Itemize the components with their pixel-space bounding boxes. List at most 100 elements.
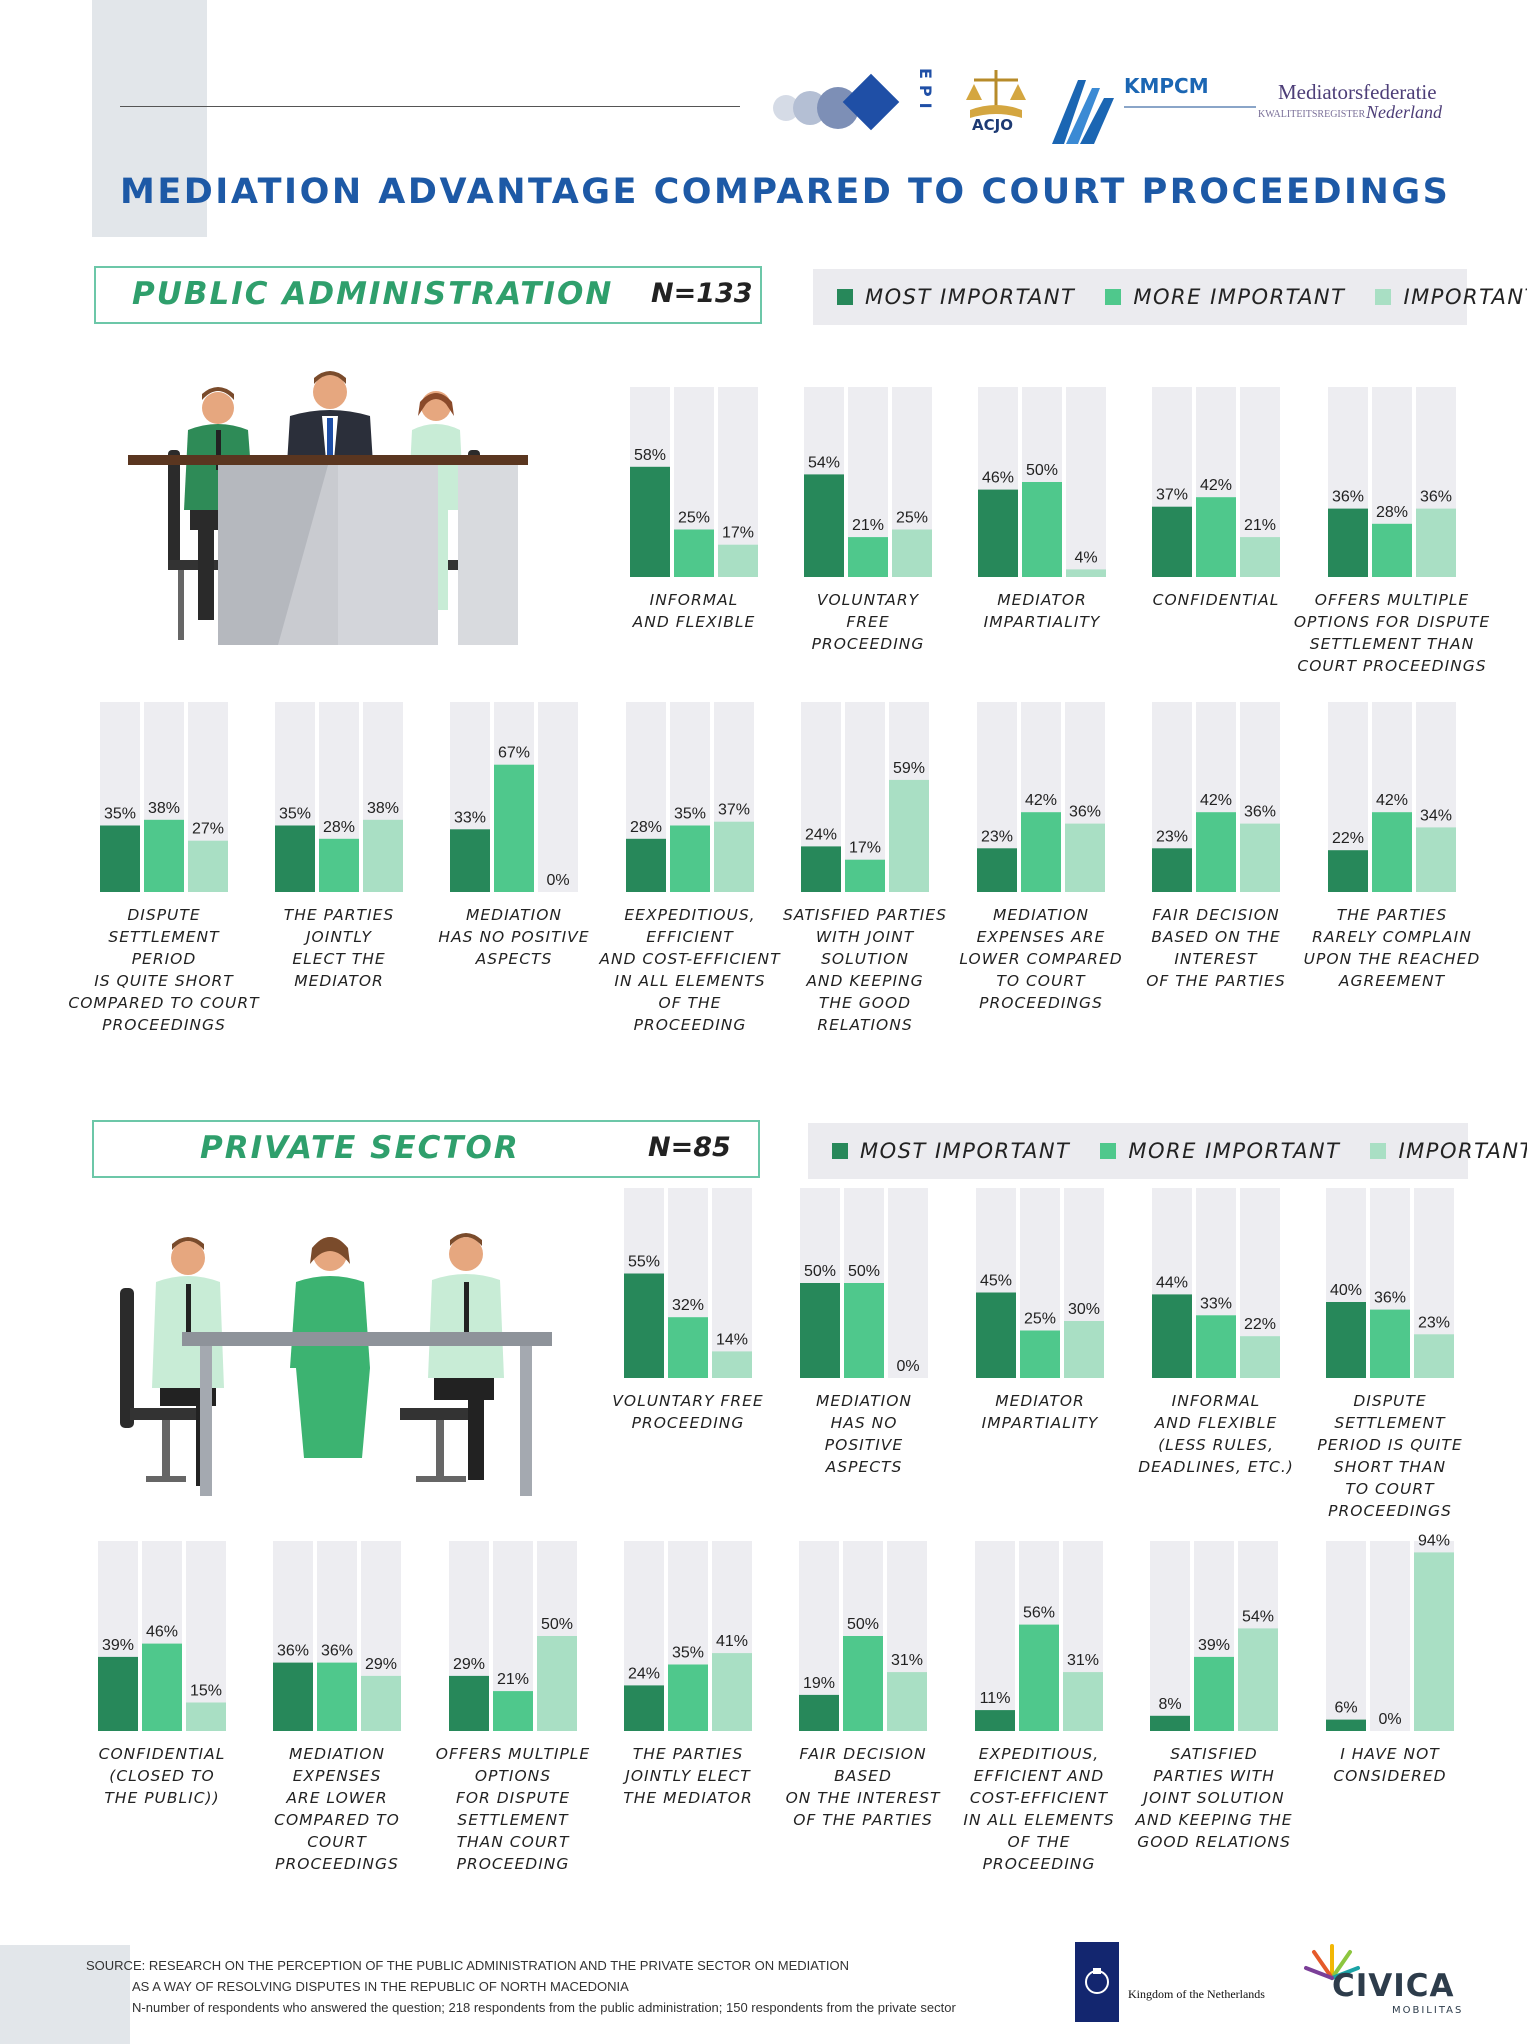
public-group-label: AGREEMENT: [1338, 972, 1446, 990]
public-bar-value-label: 67%: [498, 745, 530, 762]
private-bar-value-label: 36%: [1374, 1290, 1406, 1307]
public-bar-2: [144, 819, 184, 892]
private-group-label: COURT: [307, 1833, 367, 1851]
public-section-name: PUBLIC ADMINISTRATION: [132, 276, 614, 312]
public-bar-value-label: 35%: [279, 806, 311, 823]
private-bar-value-label: 14%: [716, 1331, 748, 1348]
private-bar-3: [1240, 1336, 1280, 1378]
private-bar-3: [1414, 1552, 1454, 1731]
civica-text: CIVICA: [1332, 1968, 1455, 2004]
public-group-label: ELECT THE: [292, 950, 385, 968]
private-group-label: INFORMAL: [1172, 1392, 1261, 1410]
public-group-11: 23% 42% 36% MEDIATION EXPENSES ARE LOWER COMP…: [959, 702, 1122, 1012]
private-bar-value-label: 50%: [541, 1616, 573, 1633]
public-group-label: PROCEEDINGS: [979, 994, 1103, 1012]
private-bar-value-label: 55%: [628, 1254, 660, 1271]
private-bar-value-label: 50%: [848, 1263, 880, 1280]
private-bar-value-label: 31%: [891, 1652, 923, 1669]
public-group-label: COURT PROCEEDINGS: [1297, 657, 1486, 675]
public-bar-value-label: 0%: [546, 872, 569, 889]
private-group-label: POSITIVE: [825, 1436, 903, 1454]
private-group-label: DISPUTE: [1353, 1392, 1426, 1410]
private-bar-value-label: 41%: [716, 1633, 748, 1650]
public-group-9: 28% 35% 37% EEXPEDITIOUS, EFFICIENT AND COST-…: [598, 702, 780, 1034]
private-group-label: SHORT THAN: [1334, 1458, 1446, 1476]
mediators-logo-line2-left: KWALITEITSREGISTER: [1258, 109, 1366, 120]
private-bar-2: [1194, 1656, 1234, 1731]
legend-more-important-private: MORE IMPORTANT: [1100, 1139, 1340, 1163]
public-group-label: PROCEEDING: [812, 635, 925, 653]
private-group-7: 36% 36% 29% MEDIATION EXPENSES ARE LOWER COMPA…: [273, 1541, 401, 1873]
public-group-label: HAS NO POSITIVE: [438, 928, 589, 946]
public-bar-3: [1065, 823, 1105, 892]
private-group-label: MEDIATION: [816, 1392, 912, 1410]
public-bar-value-label: 59%: [893, 760, 925, 777]
private-bar-value-label: 6%: [1334, 1700, 1357, 1717]
legend-important: IMPORTANT: [1375, 285, 1527, 309]
public-group-label: CONFIDENTIAL: [1153, 591, 1280, 609]
private-bar-2: [668, 1664, 708, 1731]
public-group-5: 36% 28% 36% OFFERS MULTIPLE OPTIONS FOR DISP…: [1294, 387, 1489, 675]
public-bar-value-label: 28%: [323, 819, 355, 836]
private-group-label: TO COURT: [1345, 1480, 1435, 1498]
private-group-label: THE PUBLIC)): [104, 1789, 219, 1807]
private-group-label: VOLUNTARY FREE: [612, 1392, 763, 1410]
public-bar-2: [845, 859, 885, 892]
private-group-label: THE PARTIES: [633, 1745, 743, 1763]
private-bar-2: [1019, 1624, 1059, 1731]
private-group-label: (CLOSED TO: [109, 1767, 214, 1785]
private-bar-value-label: 31%: [1067, 1652, 1099, 1669]
public-group-label: RELATIONS: [817, 1016, 912, 1034]
public-group-13: 22% 42% 34% THE PARTIES RARELY COMPLAIN UPON …: [1304, 702, 1479, 990]
public-group-label: VOLUNTARY: [817, 591, 920, 609]
public-bar-3: [889, 779, 929, 892]
private-bar-value-label: 40%: [1330, 1282, 1362, 1299]
private-bar-value-label: 29%: [365, 1656, 397, 1673]
private-group-label: ASPECTS: [825, 1458, 903, 1476]
private-bar-2: [843, 1636, 883, 1731]
private-group-8: 29% 21% 50% OFFERS MULTIPLE OPTIONS FOR DISPU…: [436, 1541, 589, 1873]
public-bar-value-label: 37%: [718, 802, 750, 819]
private-group-label: FAIR DECISION: [799, 1745, 926, 1763]
private-bar-1: [1152, 1294, 1192, 1378]
public-bar-value-label: 25%: [896, 510, 928, 527]
private-bar-value-label: 32%: [672, 1297, 704, 1314]
source-line-1: RESEARCH ON THE PERCEPTION OF THE PUBLIC…: [148, 1958, 850, 1973]
public-bar-value-label: 24%: [805, 826, 837, 843]
private-bar-value-label: 36%: [277, 1643, 309, 1660]
private-bar-value-label: 21%: [497, 1671, 529, 1688]
public-bar-value-label: 17%: [849, 840, 881, 857]
public-group-label: SATISFIED PARTIES: [783, 906, 947, 924]
public-group-label: COMPARED TO COURT: [68, 994, 260, 1012]
private-bar-value-label: 8%: [1158, 1696, 1181, 1713]
public-bar-3: [1416, 508, 1456, 577]
private-group-label: FOR DISPUTE: [456, 1789, 570, 1807]
public-bar-value-label: 17%: [722, 525, 754, 542]
private-group-label: MEDIATION: [289, 1745, 385, 1763]
public-group-label: SETTLEMENT THAN: [1310, 635, 1474, 653]
public-bar-1: [804, 474, 844, 577]
public-bar-2: [1372, 523, 1412, 577]
public-bar-value-label: 42%: [1200, 477, 1232, 494]
public-bar-value-label: 36%: [1420, 489, 1452, 506]
public-group-label: INFORMAL: [650, 591, 739, 609]
public-group-label: OFFERS MULTIPLE: [1315, 591, 1469, 609]
public-bar-1: [1328, 508, 1368, 577]
header-rule: [120, 106, 740, 107]
kmpcm-logo-text: KMPCM: [1124, 74, 1209, 98]
source-note: SOURCE: RESEARCH ON THE PERCEPTION OF TH…: [86, 1955, 956, 2018]
public-bar-value-label: 54%: [808, 454, 840, 471]
epi-logo: [773, 73, 900, 131]
private-bar-value-label: 29%: [453, 1656, 485, 1673]
public-bar-value-label: 37%: [1156, 487, 1188, 504]
private-group-label: PERIOD IS QUITE: [1317, 1436, 1462, 1454]
private-bar-3: [712, 1653, 752, 1731]
kmpcm-emblem: [1052, 80, 1114, 144]
private-bar-2: [1020, 1330, 1060, 1378]
public-bar-value-label: 28%: [1376, 504, 1408, 521]
private-bar-value-label: 39%: [102, 1637, 134, 1654]
public-bar-1: [275, 825, 315, 892]
private-bar-value-label: 35%: [672, 1645, 704, 1662]
kmpcm-subtitle-line: [1124, 106, 1256, 108]
private-group-label: OPTIONS: [475, 1767, 551, 1785]
